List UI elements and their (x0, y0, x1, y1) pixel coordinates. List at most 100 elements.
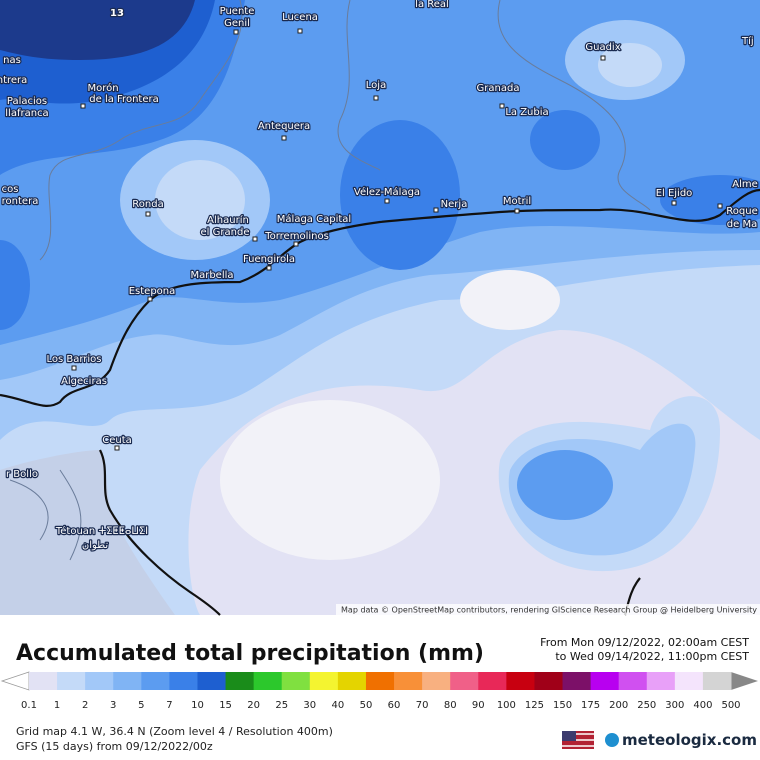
place-label: Fuengirola (243, 254, 295, 265)
place-label: Loja (366, 80, 386, 91)
place-label: Ronda (132, 199, 163, 210)
zone (460, 270, 560, 330)
legend-swatch (253, 672, 283, 690)
place-label: de Ma (727, 219, 757, 230)
model-info: GFS (15 days) from 09/12/2022/00z (16, 740, 213, 753)
legend-label: 200 (609, 700, 628, 711)
legend-label: 500 (721, 700, 740, 711)
place-dot (293, 241, 299, 247)
attribution: Map data © OpenStreetMap contributors, r… (341, 606, 757, 615)
place-label: la Real (415, 0, 449, 10)
place-dot (145, 211, 151, 217)
legend-swatch (506, 672, 535, 690)
place-label: Genil (224, 18, 250, 29)
legend-label: 125 (525, 700, 544, 711)
legend-swatch (534, 672, 564, 690)
place-dot (499, 103, 505, 109)
place-dot (514, 208, 520, 214)
legend-label: 0.1 (21, 700, 37, 711)
place-label: Lucena (282, 12, 318, 23)
place-dot (71, 365, 77, 371)
place-label: Alhaurín (207, 214, 249, 226)
zone (530, 110, 600, 170)
legend-label: 150 (553, 700, 572, 711)
border (497, 0, 651, 211)
legend-label: 7 (166, 700, 172, 711)
legend-label: 60 (388, 700, 401, 711)
place-label: Guadix (585, 42, 620, 53)
period-from: From Mon 09/12/2022, 02:00am CEST (540, 636, 749, 649)
legend-swatch (337, 672, 367, 690)
place-dot (80, 103, 86, 109)
legend-swatch (29, 672, 58, 690)
place-label: Vélez-Málaga (354, 186, 420, 198)
place-label: Marbella (190, 270, 233, 281)
legend-label: 2 (82, 700, 88, 711)
legend-swatch (309, 672, 339, 690)
place-label: de la Frontera (89, 94, 158, 105)
title: Accumulated total precipitation (mm) (16, 641, 484, 666)
legend-swatch (422, 672, 451, 690)
place-label: Motril (503, 196, 531, 207)
legend-swatch (281, 672, 311, 690)
place-label: El Ejido (656, 188, 693, 199)
legend-label: 10 (191, 700, 204, 711)
legend-swatch (590, 672, 620, 690)
legend-swatch (169, 672, 198, 690)
place-label: La Zubia (505, 107, 548, 118)
legend-arrow-right (731, 672, 758, 690)
legend-label: 1 (54, 700, 60, 711)
place-label: llafranca (5, 108, 48, 119)
legend-swatch (394, 672, 423, 690)
place-label: cos (2, 184, 19, 195)
legend-swatch (646, 672, 676, 690)
legend-swatch (450, 672, 479, 690)
place-label: Algeciras (61, 376, 107, 387)
legend-label: 70 (416, 700, 429, 711)
flag-canton (562, 731, 576, 741)
place-dot (147, 296, 153, 302)
place-dot (114, 445, 120, 451)
place-dot (717, 203, 723, 209)
map-number: 13 (110, 8, 124, 19)
legend-swatch (113, 672, 142, 690)
zone (155, 160, 245, 240)
legend-label: 175 (581, 700, 600, 711)
place-dot (297, 28, 303, 34)
zone (517, 450, 613, 520)
legend-label: 40 (332, 700, 345, 711)
legend-label: 15 (219, 700, 232, 711)
legend-swatch (702, 672, 732, 690)
coast (99, 449, 221, 616)
legend: 0.1 1 2 3 5 7 10 15 20 25 30 40 50 60 70 80 90 100 125 150 1… (0, 671, 758, 711)
flag (562, 731, 594, 749)
zone (0, 240, 30, 330)
place-label: Málaga Capital (277, 213, 351, 225)
legend-label: 250 (637, 700, 656, 711)
place-dot (373, 95, 379, 101)
legend-label: 300 (665, 700, 684, 711)
legend-label: 80 (444, 700, 457, 711)
land (0, 450, 175, 615)
legend-swatch (85, 672, 114, 690)
border (337, 0, 381, 171)
legend-swatch (365, 672, 395, 690)
place-label: Antequera (258, 121, 310, 132)
place-label: rontera (2, 196, 39, 207)
legend-label: 90 (472, 700, 485, 711)
place-dot (281, 135, 287, 141)
period-to: to Wed 09/14/2022, 11:00pm CEST (555, 650, 749, 663)
legend-label: 25 (275, 700, 288, 711)
place-label: تطوان (82, 540, 108, 551)
legend-label: 400 (693, 700, 712, 711)
place-label: Tétouan ⵜⵉⵟⵟⴰⵡⵉⵏ (55, 525, 148, 537)
place-label: Los Barrios (46, 354, 101, 365)
border (9, 469, 82, 561)
place-label: Torremolinos (264, 231, 329, 242)
brand[interactable]: meteologix.com (622, 731, 757, 749)
attribution-bg (336, 604, 760, 615)
legend-swatch (674, 672, 704, 690)
legend-label: 3 (110, 700, 116, 711)
logo-icon (605, 733, 619, 747)
